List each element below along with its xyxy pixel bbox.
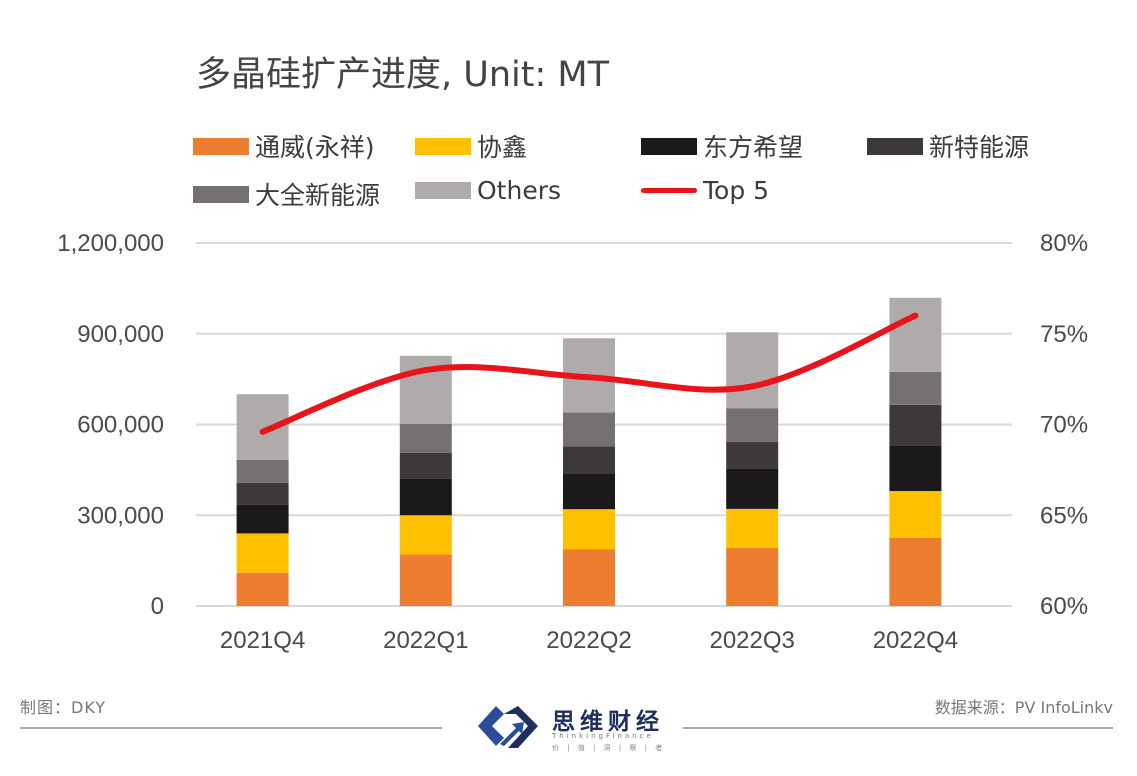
x-tick-label: 2022Q2	[546, 627, 631, 654]
chart-credit: 制图：DKY	[20, 698, 107, 717]
bar-segment	[726, 332, 779, 409]
x-tick-label: 2022Q1	[383, 627, 468, 654]
bar-segment	[236, 482, 289, 505]
legend-label: 大全新能源	[255, 181, 381, 210]
logo-icon	[478, 706, 538, 748]
bar-segment	[726, 547, 779, 606]
bar-segment	[236, 572, 289, 606]
bar-segment	[236, 504, 289, 534]
bar-segment	[236, 533, 289, 573]
y-tick-label: 0	[151, 593, 164, 620]
chart-title: 多晶硅扩产进度, Unit: MT	[196, 55, 609, 95]
legend-item-others: Others	[415, 176, 561, 205]
bar-stack-2022Q1	[399, 355, 452, 606]
y-axis-left: 0 300,000 600,000 900,000 1,200,000	[57, 230, 164, 620]
bar-segment	[399, 452, 452, 479]
legend-label: Others	[477, 176, 562, 205]
logo-tagline: 价 | 值 | 洞 | 察 | 者	[552, 744, 666, 752]
top5-line-layer	[259, 312, 919, 435]
bar-segment	[726, 408, 779, 443]
bar-stack-2022Q4	[889, 297, 942, 606]
legend-swatch	[415, 182, 471, 199]
legend-label: 新特能源	[929, 133, 1030, 162]
legend-item-east-hope: 东方希望	[641, 128, 803, 164]
bars	[236, 297, 942, 606]
bar-segment	[399, 423, 452, 453]
stacked-bar-line-chart: 0 300,000 600,000 900,000 1,200,000 60% 65% 70…	[57, 230, 1088, 654]
bar-segment	[563, 412, 615, 447]
bar-stack-2022Q3	[726, 332, 779, 606]
data-source: 数据来源：PV InfoLinkv	[934, 698, 1113, 717]
legend-item-daqo: 大全新能源	[193, 176, 380, 212]
y-tick-label: 600,000	[77, 412, 164, 439]
y2-tick-label: 65%	[1040, 502, 1088, 529]
y-tick-label: 300,000	[77, 502, 164, 529]
bar-segment	[399, 515, 452, 555]
legend-item-xinte: 新特能源	[867, 128, 1029, 164]
bar-segment	[399, 478, 452, 516]
y2-tick-label: 70%	[1040, 412, 1088, 439]
legend-swatch	[641, 137, 697, 155]
footer-divider-right	[683, 727, 1113, 729]
bar-segment	[726, 442, 779, 469]
bar-segment	[563, 549, 615, 606]
x-tick-label: 2022Q3	[709, 627, 794, 654]
x-tick-label: 2022Q4	[873, 627, 958, 654]
thinkingfinance-logo: 思维财经 ThinkingFinance 价 | 值 | 洞 | 察 | 者	[474, 700, 674, 756]
bar-stack-2022Q2	[563, 338, 615, 606]
legend-swatch	[867, 137, 923, 155]
logo-subtitle: ThinkingFinance	[552, 732, 654, 740]
legend-item-top5: Top 5	[641, 176, 769, 205]
y-tick-label: 1,200,000	[57, 230, 164, 257]
bar-segment	[889, 537, 942, 606]
bar-segment	[889, 297, 942, 372]
legend-item-tongwei: 通威(永祥)	[193, 128, 375, 164]
y2-tick-label: 60%	[1040, 593, 1088, 620]
bar-segment	[889, 445, 942, 492]
legend-line-swatch	[641, 188, 697, 193]
legend-label: 通威(永祥)	[255, 133, 375, 162]
bar-segment	[889, 404, 942, 446]
bar-segment	[563, 446, 615, 474]
legend-label: 东方希望	[703, 133, 804, 162]
bar-segment	[236, 459, 289, 483]
legend-swatch	[415, 137, 471, 155]
y-tick-label: 900,000	[77, 321, 164, 348]
bar-segment	[399, 554, 452, 606]
legend-label: Top 5	[703, 176, 770, 205]
y2-tick-label: 80%	[1040, 230, 1088, 257]
bar-segment	[889, 491, 942, 538]
footer-divider-left	[20, 727, 442, 729]
x-axis: 2021Q4 2022Q1 2022Q2 2022Q3 2022Q4	[220, 627, 958, 654]
bar-segment	[726, 508, 779, 548]
bar-segment	[726, 468, 779, 509]
legend: 通威(永祥) 协鑫 东方希望 新特能源 大全新能源 Others Top 5	[193, 128, 1073, 218]
bar-segment	[563, 509, 615, 550]
legend-label: 协鑫	[477, 133, 528, 162]
bar-stack-2021Q4	[236, 394, 289, 606]
y-axis-right: 60% 65% 70% 75% 80%	[1040, 230, 1088, 620]
x-tick-label: 2021Q4	[220, 627, 305, 654]
legend-swatch	[193, 185, 249, 203]
bar-segment	[563, 473, 615, 510]
bar-segment	[889, 371, 942, 405]
legend-swatch	[193, 137, 249, 155]
y2-tick-label: 75%	[1040, 321, 1088, 348]
legend-item-gcl: 协鑫	[415, 128, 527, 164]
logo-name: 思维财经	[552, 709, 664, 735]
